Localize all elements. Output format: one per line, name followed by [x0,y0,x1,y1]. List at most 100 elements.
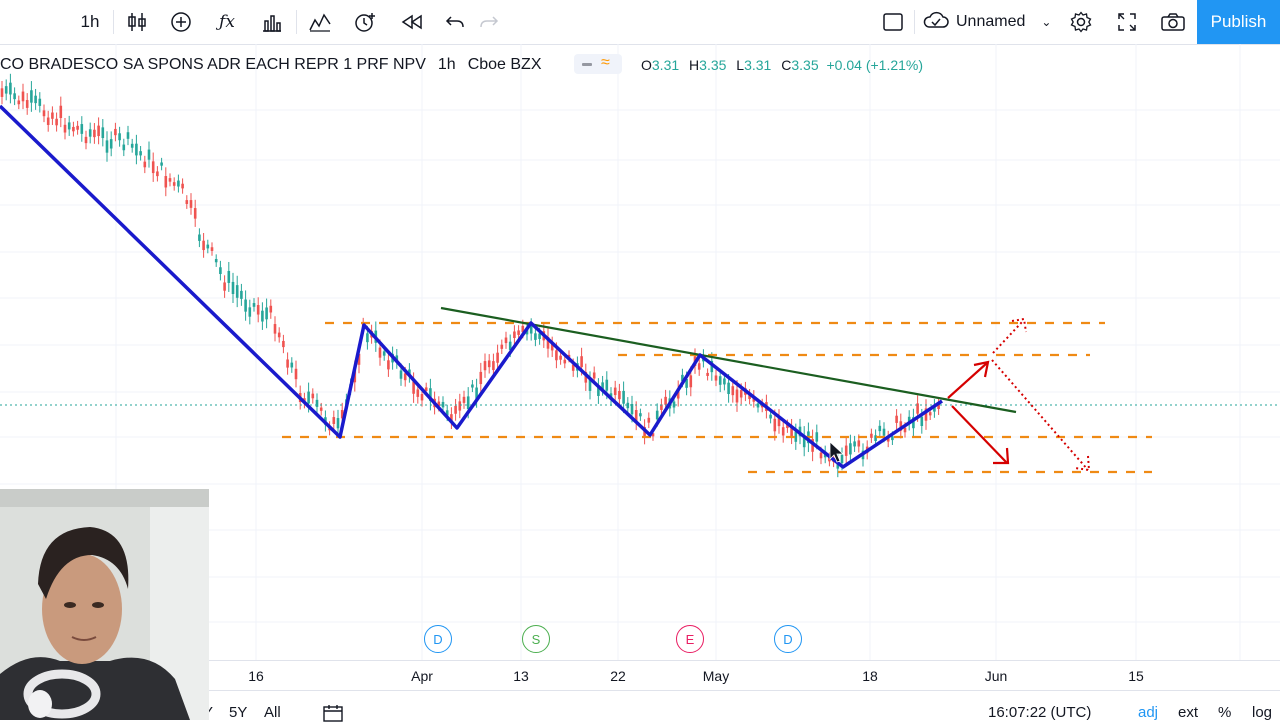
candle-body [0,88,4,97]
undo-icon[interactable] [438,0,472,44]
candle-body [307,391,310,404]
candle-body [282,340,285,348]
candle-body [689,375,693,388]
adj-toggle[interactable]: adj [1138,704,1159,721]
candle-body [59,105,63,119]
candle-body [739,390,743,398]
candle-body [605,379,609,391]
calendar-icon[interactable] [323,704,343,727]
ext-toggle[interactable]: ext [1178,704,1199,721]
symbol-name[interactable]: CO BRADESCO SA SPONS ADR EACH REPR 1 PRF… [0,56,426,73]
publish-button[interactable]: Publish [1197,0,1280,44]
templates-icon[interactable] [303,0,337,44]
candle-body [634,410,638,422]
candle-body [655,410,659,420]
candle-body [46,117,50,125]
candle-body [597,386,600,396]
candle-body [630,404,634,415]
dividend-event-marker[interactable]: D [774,625,802,653]
candle-body [521,325,525,333]
candle-body [483,361,487,371]
candle-body [399,370,403,379]
candle-body [181,183,184,189]
candle-body [252,303,256,307]
candle-body [88,129,92,137]
candle-body [429,388,432,401]
candle-body [840,454,844,464]
candle-body [479,371,483,385]
log-toggle[interactable]: log [1252,704,1273,721]
range-button[interactable]: 5Y [229,704,248,721]
replay-icon[interactable] [395,0,429,44]
candle-body [664,396,667,405]
price-chart[interactable] [0,44,1280,660]
candle-body [828,457,831,462]
layout-menu-button[interactable]: Unnamed ⌄ [922,0,1056,44]
candle-body [731,386,735,396]
minus-icon [582,63,592,66]
fullscreen-icon[interactable] [1110,0,1144,44]
symbol-legend[interactable]: CO BRADESCO SA SPONS ADR EACH REPR 1 PRF… [0,54,542,76]
candle-body [815,432,819,442]
split-event-marker[interactable]: S [522,625,550,653]
candle-body [185,200,189,204]
candle-body [34,95,37,104]
utc-clock[interactable]: 16:07:22 (UTC) [988,704,1092,721]
high-label: H [689,57,700,73]
alert-icon[interactable] [348,0,382,44]
fullscreen-layout-icon[interactable] [876,0,910,44]
candle-body [550,343,554,351]
candle-body [584,371,588,383]
interval-button[interactable]: 1h [80,12,100,31]
candle-body [647,417,651,423]
candle-body [135,143,138,156]
indicators-fx-icon[interactable]: ƒx [219,12,235,32]
candle-body [651,433,655,437]
candle-body [639,413,642,417]
low-value: 3.31 [744,57,772,73]
candle-body [748,394,751,400]
high-value: 3.35 [699,57,727,73]
candle-body [164,176,168,188]
chart-pane[interactable] [0,44,1280,660]
candle-body [38,98,42,106]
percent-toggle[interactable]: % [1218,704,1232,721]
candle-body [672,401,676,408]
camera-snapshot-icon[interactable] [1156,0,1190,44]
candle-body [416,389,420,397]
candle-body [265,307,268,320]
candle-body [756,403,760,408]
earnings-event-marker[interactable]: E [676,625,704,653]
candle-body [727,382,730,395]
time-axis[interactable]: 16 Apr 13 22 May 18 Jun 15 [0,660,1280,691]
candle-body [240,290,243,299]
time-tick: 22 [610,668,626,684]
candle-body [114,128,117,136]
candle-body [256,305,260,315]
settings-gear-icon[interactable] [1064,0,1098,44]
toolbar-separator [914,10,915,34]
legend-status-pill[interactable]: ≈ [574,54,622,74]
candle-body [72,126,75,132]
redo-icon[interactable] [472,0,506,44]
candle-body [273,324,277,334]
candle-body [147,149,151,160]
compare-add-icon[interactable] [164,0,198,44]
candle-body [97,125,100,137]
candle-body [378,347,382,358]
chart-type-icon[interactable] [120,0,154,44]
financials-icon[interactable] [255,0,289,44]
candle-body [21,91,25,102]
candle-body [336,418,340,429]
candle-body [882,428,886,436]
range-button[interactable]: All [264,704,281,721]
candle-body [781,427,785,436]
dividend-event-marker[interactable]: D [424,625,452,653]
candle-body [462,396,466,403]
time-tick: 18 [862,668,878,684]
candle-body [773,418,777,432]
candle-body [555,350,558,361]
layout-name: Unnamed [956,13,1026,30]
candle-body [559,355,562,360]
candle-body [786,424,789,429]
